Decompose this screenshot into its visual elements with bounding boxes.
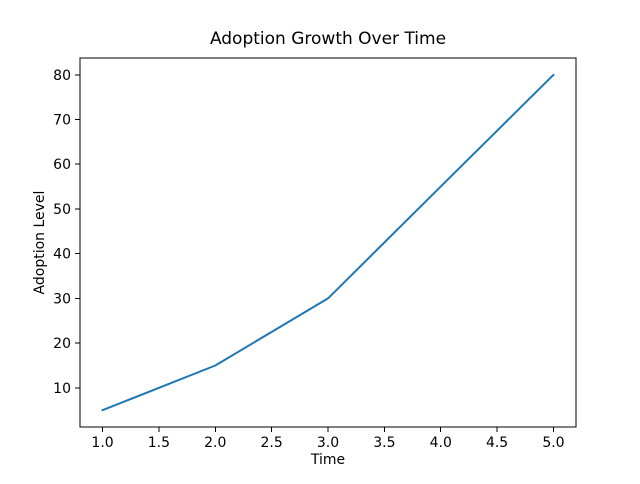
x-axis-label: Time (310, 452, 345, 468)
chart-title: Adoption Growth Over Time (210, 29, 446, 49)
x-tick-label: 3.0 (317, 435, 339, 451)
x-tick-label: 2.0 (204, 435, 226, 451)
plot-area-frame (79, 57, 577, 428)
y-tick-label: 20 (53, 336, 71, 352)
x-tick-label: 1.5 (148, 435, 170, 451)
x-tick-label: 4.5 (486, 435, 508, 451)
x-tick-label: 5.0 (542, 435, 564, 451)
x-tick-label: 2.5 (261, 435, 283, 451)
y-tick-label: 70 (53, 113, 71, 129)
y-axis-label: Adoption Level (32, 191, 48, 295)
plot-generated-content: 1.0 1.5 2.0 2.5 3.0 3.5 4.0 4.5 5.0 10 20 30 40 50 60 7… (53, 68, 564, 451)
x-tick-label: 1.0 (91, 435, 113, 451)
y-tick-label: 80 (53, 68, 71, 84)
y-tick-label: 30 (53, 291, 71, 307)
y-tick-label: 50 (53, 202, 71, 218)
y-tick-label: 10 (53, 381, 71, 397)
data-line-series (101, 73, 555, 412)
x-tick-label: 4.0 (430, 435, 452, 451)
y-tick-label: 40 (53, 247, 71, 263)
x-tick-label: 3.5 (373, 435, 395, 451)
y-tick-label: 60 (53, 157, 71, 173)
